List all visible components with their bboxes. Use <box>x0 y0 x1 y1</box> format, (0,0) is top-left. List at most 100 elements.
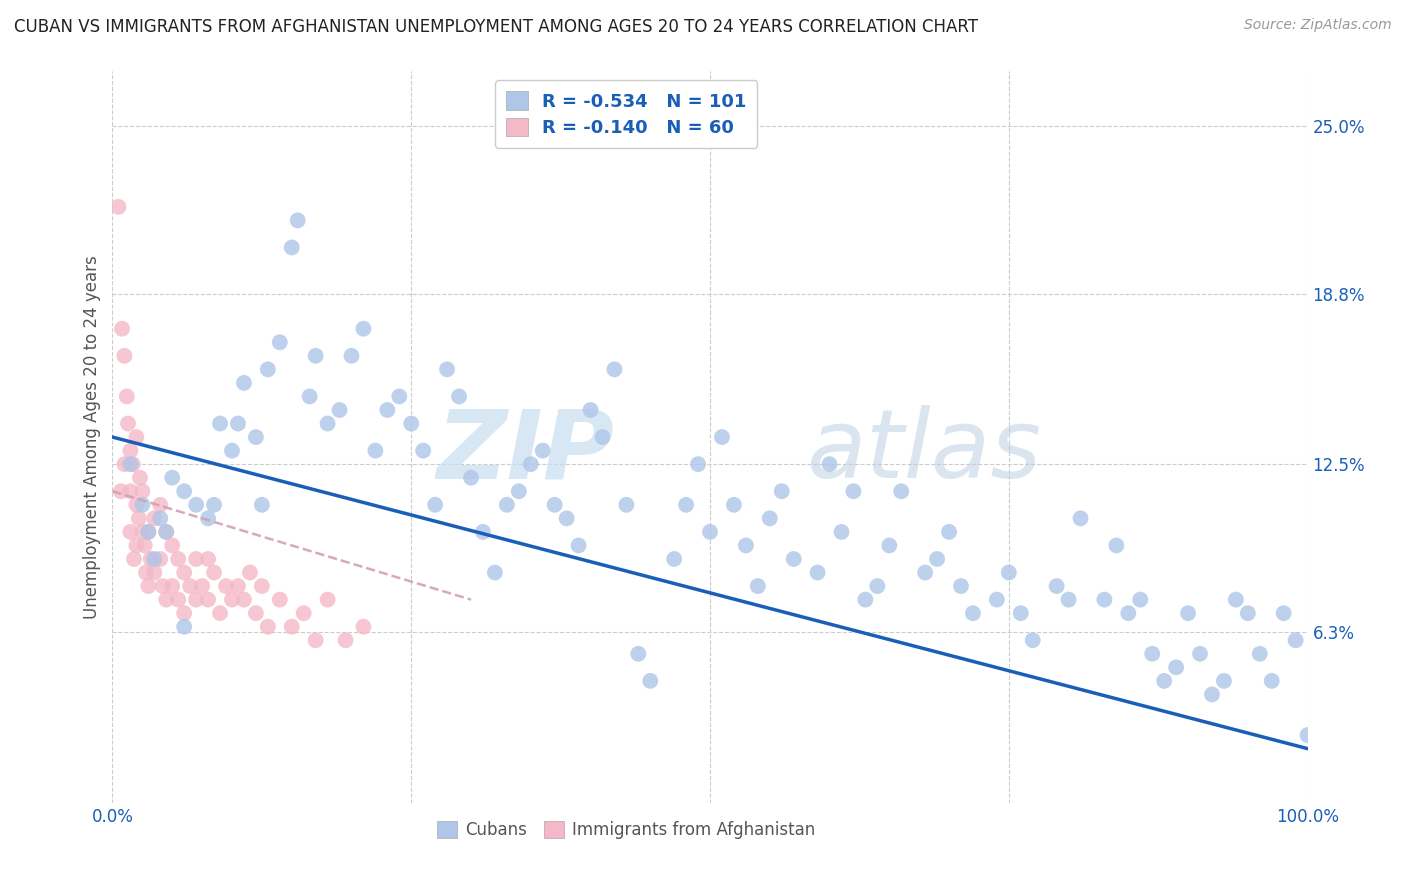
Point <box>120 443 142 458</box>
Point <box>131 498 153 512</box>
Text: Source: ZipAtlas.com: Source: ZipAtlas.com <box>1244 18 1392 32</box>
Point <box>449 389 471 403</box>
Point <box>1046 579 1069 593</box>
Point <box>125 538 148 552</box>
Point <box>603 362 626 376</box>
Point <box>173 606 195 620</box>
Text: ZIP: ZIP <box>436 405 614 499</box>
Point <box>128 511 150 525</box>
Point <box>281 240 304 254</box>
Point <box>688 457 710 471</box>
Point <box>1022 633 1045 648</box>
Point <box>134 538 156 552</box>
Point <box>121 457 143 471</box>
Point <box>484 566 506 580</box>
Point <box>167 592 190 607</box>
Point <box>353 620 375 634</box>
Point <box>111 322 134 336</box>
Point <box>257 620 280 634</box>
Point <box>281 620 304 634</box>
Point <box>555 511 578 525</box>
Point <box>191 579 214 593</box>
Point <box>879 538 901 552</box>
Point <box>783 552 806 566</box>
Point <box>143 566 166 580</box>
Point <box>114 457 135 471</box>
Point <box>202 498 225 512</box>
Point <box>131 484 153 499</box>
Point <box>1285 633 1308 648</box>
Point <box>245 606 267 620</box>
Point <box>149 552 172 566</box>
Y-axis label: Unemployment Among Ages 20 to 24 years: Unemployment Among Ages 20 to 24 years <box>83 255 101 619</box>
Point <box>125 430 148 444</box>
Point <box>711 430 734 444</box>
Point <box>1057 592 1080 607</box>
Point <box>436 362 458 376</box>
Point <box>138 579 160 593</box>
Point <box>1201 688 1223 702</box>
Point <box>1094 592 1116 607</box>
Point <box>138 524 160 539</box>
Point <box>831 524 853 539</box>
Point <box>340 349 363 363</box>
Point <box>167 552 190 566</box>
Point <box>735 538 758 552</box>
Point <box>962 606 984 620</box>
Point <box>866 579 889 593</box>
Point <box>531 443 554 458</box>
Point <box>1261 673 1284 688</box>
Point <box>138 524 160 539</box>
Point <box>1177 606 1199 620</box>
Point <box>1118 606 1140 620</box>
Point <box>250 579 273 593</box>
Point <box>135 566 157 580</box>
Point <box>329 403 352 417</box>
Text: atlas: atlas <box>806 405 1040 499</box>
Point <box>986 592 1008 607</box>
Point <box>855 592 877 607</box>
Point <box>125 498 148 512</box>
Point <box>139 552 162 566</box>
Point <box>173 566 195 580</box>
Point <box>543 498 565 512</box>
Point <box>1189 647 1212 661</box>
Point <box>520 457 543 471</box>
Point <box>1272 606 1295 620</box>
Point <box>131 524 153 539</box>
Point <box>226 579 249 593</box>
Point <box>197 511 219 525</box>
Point <box>950 579 973 593</box>
Point <box>221 443 243 458</box>
Point <box>186 498 208 512</box>
Point <box>316 417 339 431</box>
Point <box>143 552 166 566</box>
Point <box>120 484 142 499</box>
Point <box>592 430 614 444</box>
Point <box>927 552 949 566</box>
Point <box>149 498 172 512</box>
Point <box>759 511 782 525</box>
Point <box>938 524 960 539</box>
Point <box>1225 592 1247 607</box>
Point <box>209 417 232 431</box>
Point <box>305 633 328 648</box>
Point <box>388 389 411 403</box>
Point <box>1213 673 1236 688</box>
Point <box>110 484 132 499</box>
Point <box>890 484 912 499</box>
Point <box>640 673 662 688</box>
Point <box>770 484 793 499</box>
Point <box>120 457 142 471</box>
Point <box>209 606 232 620</box>
Text: CUBAN VS IMMIGRANTS FROM AFGHANISTAN UNEMPLOYMENT AMONG AGES 20 TO 24 YEARS CORR: CUBAN VS IMMIGRANTS FROM AFGHANISTAN UNE… <box>14 18 979 36</box>
Point <box>1105 538 1128 552</box>
Point <box>298 389 321 403</box>
Point <box>401 417 423 431</box>
Point <box>496 498 519 512</box>
Point <box>1166 660 1188 674</box>
Point <box>616 498 638 512</box>
Point <box>842 484 865 499</box>
Point <box>723 498 745 512</box>
Point <box>627 647 650 661</box>
